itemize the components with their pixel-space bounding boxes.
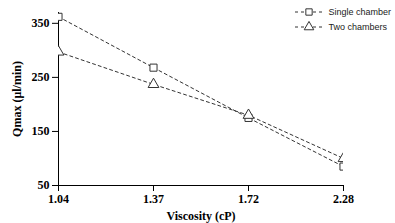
svg-text:1.37: 1.37 [143,192,164,206]
svg-text:1.04: 1.04 [48,192,69,206]
html-text:Two chambers: Two chambers [328,21,387,32]
svg-text:Qmax (μl/min): Qmax (μl/min) [10,61,24,137]
svg-text:250: 250 [32,70,50,84]
svg-text:1.72: 1.72 [238,192,259,206]
html-text:Single chamber: Single chamber [328,6,391,17]
svg-text:Viscosity (cP): Viscosity (cP) [166,209,235,223]
svg-text:50: 50 [38,178,50,192]
svg-text:2.28: 2.28 [333,192,354,206]
svg-text:150: 150 [32,124,50,138]
svg-text:350: 350 [32,16,50,30]
